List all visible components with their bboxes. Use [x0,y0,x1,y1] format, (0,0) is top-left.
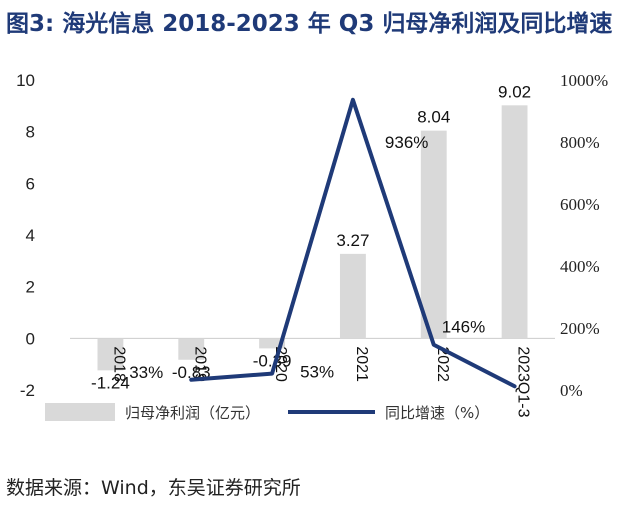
left-tick-label: 2 [26,278,35,297]
left-tick-label: 4 [26,226,35,245]
bar-series [97,105,528,371]
category-label: 2021 [353,346,370,382]
left-tick-label: 8 [26,123,35,142]
right-tick-label: 1000% [560,71,608,90]
left-tick-label: 6 [26,174,35,193]
right-tick-label: 200% [560,319,600,338]
bar-2021 [339,253,366,339]
legend-bar-label: 归母净利润（亿元） [125,404,260,422]
left-tick-label: 0 [26,329,35,348]
growth-line [189,97,517,389]
source-note: 数据来源：Wind，东吴证券研究所 [6,477,301,499]
bar-2020 [259,338,286,349]
bar-2018 [97,338,124,371]
bar-value-label: 9.02 [498,82,531,101]
growth-value-label: 33% [129,363,163,382]
category-label: 2022 [434,346,451,382]
category-label: 2018 [110,346,127,382]
category-label: 2023Q1-3 [515,346,532,417]
bar-2019 [178,338,205,360]
left-axis: -2 0 2 4 6 8 10 [16,71,35,400]
right-tick-label: 0% [560,381,583,400]
legend-line-label: 同比增速（%） [385,404,489,422]
right-axis: 0% 200% 400% 600% 800% 1000% [560,71,608,400]
growth-value-label: 53% [300,363,334,382]
right-tick-label: 600% [560,195,600,214]
growth-value-label: 146% [442,318,485,337]
legend-bar-swatch [45,403,115,421]
right-tick-label: 400% [560,257,600,276]
line-value-labels: 33% 53% 936% 146% [129,133,485,382]
bar-2023Q1-3 [501,105,528,339]
left-tick-label: 10 [16,71,35,90]
bar-2022 [420,130,447,339]
bar-value-label: 3.27 [336,231,369,250]
line-series [189,97,517,389]
left-tick-label: -2 [20,381,35,400]
right-tick-label: 800% [560,133,600,152]
bar-value-label: 8.04 [417,108,450,127]
bar-value-label: -1.24 [91,373,130,392]
legend: 归母净利润（亿元） 同比增速（%） [45,403,489,422]
bar-value-label: -0.39 [253,351,292,370]
growth-value-label: 936% [385,133,428,152]
category-label: 2019 [191,346,208,382]
chart-title: 图3: 海光信息 2018-2023 年 Q3 归母净利润及同比增速 [6,10,612,37]
